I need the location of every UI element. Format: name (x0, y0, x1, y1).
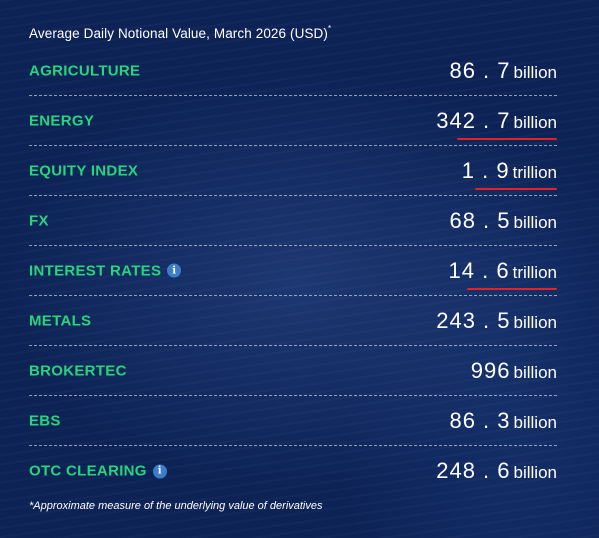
metric-label: BROKERTEC (29, 362, 127, 379)
red-underline-annotation (457, 137, 557, 140)
metric-value: 243 . 5 billion (436, 307, 557, 333)
metric-row-interest-rates: INTEREST RATES i 14 . 6 trillion (29, 246, 557, 296)
metric-row-brokertec: BROKERTEC 996 billion (29, 346, 557, 396)
info-icon[interactable]: i (152, 464, 167, 478)
metric-value: 86 . 7 billion (449, 57, 557, 83)
metric-label: INTEREST RATES i (29, 262, 182, 279)
panel-title: Average Daily Notional Value, March 2026… (29, 24, 332, 41)
metric-value: 1 . 9 trillion (462, 158, 557, 190)
metric-value: 86 . 3 billion (449, 407, 557, 433)
metric-label: FX (29, 212, 49, 229)
metric-label: ENERGY (29, 112, 95, 129)
metric-label: EBS (29, 412, 61, 429)
metric-row-otc-clearing: OTC CLEARING i 248 . 6 billion (29, 446, 557, 496)
info-icon[interactable]: i (167, 263, 182, 278)
metric-row-ebs: EBS 86 . 3 billion (29, 396, 557, 446)
metric-row-fx: FX 68 . 5 billion (29, 196, 557, 246)
metric-row-metals: METALS 243 . 5 billion (29, 296, 557, 346)
footnote: *Approximate measure of the underlying v… (29, 500, 323, 512)
metric-row-agriculture: AGRICULTURE 86 . 7 billion (29, 46, 557, 96)
metric-label: AGRICULTURE (29, 62, 141, 79)
metric-value: 996 billion (470, 357, 557, 383)
metric-value: 68 . 5 billion (449, 207, 557, 233)
red-underline-annotation (475, 187, 557, 190)
metric-value: 14 . 6 trillion (449, 258, 557, 290)
metric-value: 248 . 6 billion (436, 458, 557, 483)
metric-label: EQUITY INDEX (29, 162, 139, 179)
metric-row-energy: ENERGY 342 . 7 billion (29, 96, 557, 146)
metric-row-equity-index: EQUITY INDEX 1 . 9 trillion (29, 146, 557, 196)
metric-label: OTC CLEARING i (29, 463, 167, 480)
metric-value: 342 . 7 billion (436, 108, 557, 140)
red-underline-annotation (467, 287, 557, 290)
metric-label: METALS (29, 312, 92, 329)
